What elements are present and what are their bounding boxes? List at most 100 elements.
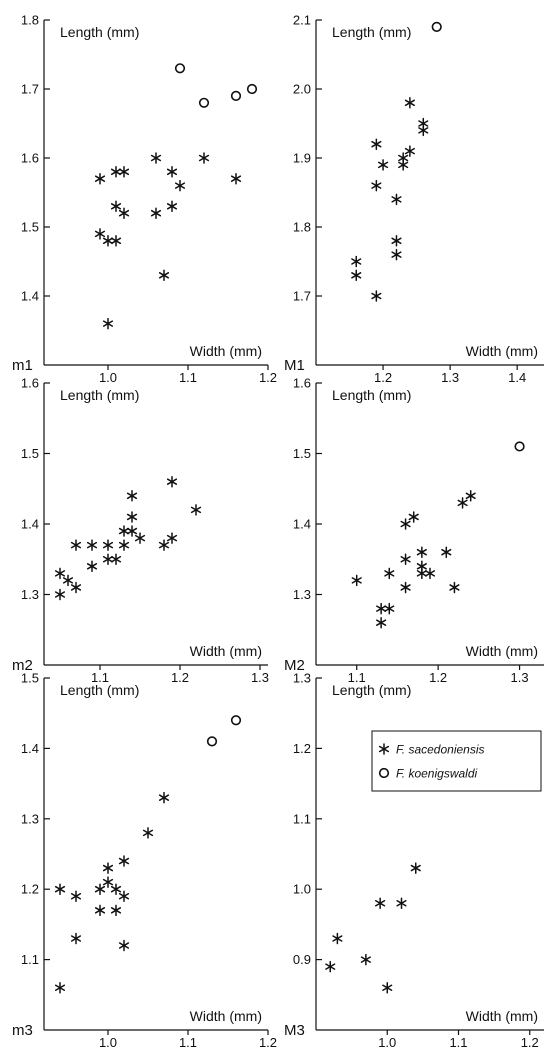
- data-point: [110, 200, 122, 213]
- panel-label: M2: [284, 657, 305, 674]
- data-point: [62, 574, 74, 587]
- x-tick-label: 1.0: [378, 1035, 396, 1050]
- data-point: [465, 490, 476, 502]
- legend: F. sacedoniensis F. koenigswaldi: [371, 730, 542, 792]
- x-axis-label: Width (mm): [466, 343, 538, 359]
- data-point: [126, 490, 138, 502]
- x-tick-label: 1.4: [508, 370, 526, 385]
- y-tick-label: 1.2: [21, 882, 39, 897]
- data-point: [118, 207, 130, 219]
- y-axis-label: Length (mm): [332, 682, 411, 698]
- data-point: [431, 21, 442, 32]
- data-point: [150, 207, 162, 219]
- data-point: [198, 152, 210, 164]
- data-point: [70, 539, 82, 551]
- data-point: [166, 200, 178, 213]
- data-point: [398, 159, 409, 171]
- y-tick-label: 1.3: [21, 811, 39, 826]
- data-point: [408, 511, 419, 523]
- y-tick-label: 2.0: [293, 82, 311, 97]
- y-axis-label: Length (mm): [332, 387, 411, 403]
- data-point: [424, 567, 436, 580]
- y-tick-label: 1.3: [293, 587, 311, 602]
- x-tick-label: 1.2: [259, 370, 277, 385]
- data-point: [384, 567, 395, 580]
- legend-box: [371, 730, 542, 792]
- y-tick-label: 1.9: [293, 151, 311, 166]
- data-point: [94, 904, 106, 917]
- data-point: [70, 890, 82, 902]
- y-tick-label: 1.4: [21, 289, 39, 304]
- y-tick-label: 1.6: [293, 376, 311, 391]
- data-point: [110, 166, 122, 178]
- data-point: [86, 539, 98, 551]
- x-axis-label: Width (mm): [190, 343, 262, 359]
- panel-label: m1: [12, 357, 33, 374]
- data-point: [54, 567, 66, 580]
- data-point: [118, 890, 130, 902]
- y-tick-label: 1.7: [293, 289, 311, 304]
- data-point: [198, 97, 210, 108]
- series-f-koenigswaldi: [174, 63, 258, 108]
- x-tick-label: 1.0: [99, 370, 117, 385]
- y-tick-label: 1.8: [21, 13, 39, 28]
- x-tick-label: 1.3: [441, 370, 459, 385]
- y-axis-label: Length (mm): [60, 682, 139, 698]
- x-axis-label: Width (mm): [466, 1008, 538, 1024]
- panel-m1: 1.7 1.8 1.9 2.0 2.1 1.2 1.3 1.4 Length (mm) Width…: [284, 13, 544, 385]
- y-tick-label: 2.1: [293, 13, 311, 28]
- data-point: [382, 982, 393, 994]
- data-point: [206, 736, 218, 747]
- y-tick-label: 1.3: [21, 587, 39, 602]
- x-tick-label: 1.2: [429, 670, 447, 685]
- x-tick-label: 1.1: [91, 670, 109, 685]
- data-point: [118, 525, 130, 537]
- data-point: [400, 553, 411, 565]
- panel-m3: 0.9 1.0 1.1 1.2 1.3 1.0 1.1 1.2 Length (mm) Width…: [284, 671, 544, 1050]
- data-point: [404, 145, 415, 157]
- y-tick-label: 1.5: [21, 671, 39, 686]
- x-tick-label: 1.1: [179, 370, 197, 385]
- y-tick-label: 1.4: [21, 517, 39, 532]
- data-point: [54, 883, 66, 895]
- data-point: [86, 560, 98, 573]
- data-point: [174, 179, 186, 192]
- data-point: [102, 862, 114, 874]
- y-tick-label: 0.9: [293, 952, 311, 967]
- data-point: [110, 235, 122, 247]
- data-point: [150, 152, 162, 164]
- data-point: [142, 827, 154, 839]
- y-axis-label: Length (mm): [60, 24, 139, 40]
- data-point: [391, 235, 402, 247]
- data-point: [94, 172, 106, 185]
- y-tick-label: 1.4: [293, 517, 311, 532]
- panel-m1: 1.4 1.5 1.6 1.7 1.8 1.0 1.1 1.2 Length (mm) Width…: [12, 13, 277, 386]
- data-point: [102, 317, 114, 330]
- legend-label: F. koenigswaldi: [396, 767, 477, 781]
- x-tick-label: 1.0: [99, 1035, 117, 1050]
- data-point: [351, 574, 362, 587]
- data-point: [102, 235, 114, 247]
- series-f-sacedoniensis: [54, 791, 170, 994]
- data-point: [174, 63, 186, 74]
- panel-m3: 1.1 1.2 1.3 1.4 1.5 1.0 1.1 1.2 Length (mm) Width…: [12, 671, 277, 1050]
- data-point: [134, 532, 146, 544]
- panel-m2: 1.3 1.4 1.5 1.6 1.1 1.2 1.3 Length (mm) Width (m…: [12, 376, 269, 686]
- data-point: [118, 939, 130, 952]
- data-point: [70, 581, 82, 594]
- legend-label: F. sacedoniensis: [396, 743, 485, 757]
- data-point: [376, 602, 387, 615]
- panel-label: M3: [284, 1022, 305, 1039]
- panel-m2: 1.3 1.4 1.5 1.6 1.1 1.2 1.3 Length (mm) Width (m…: [284, 376, 544, 685]
- series-f-sacedoniensis: [351, 97, 429, 302]
- data-point: [332, 932, 343, 945]
- y-tick-label: 1.6: [21, 151, 39, 166]
- legend-marker: [378, 743, 390, 755]
- data-point: [126, 525, 138, 537]
- x-tick-label: 1.1: [179, 1035, 197, 1050]
- data-point: [351, 269, 362, 282]
- x-tick-label: 1.1: [449, 1035, 467, 1050]
- data-point: [384, 602, 395, 615]
- data-point: [166, 166, 178, 178]
